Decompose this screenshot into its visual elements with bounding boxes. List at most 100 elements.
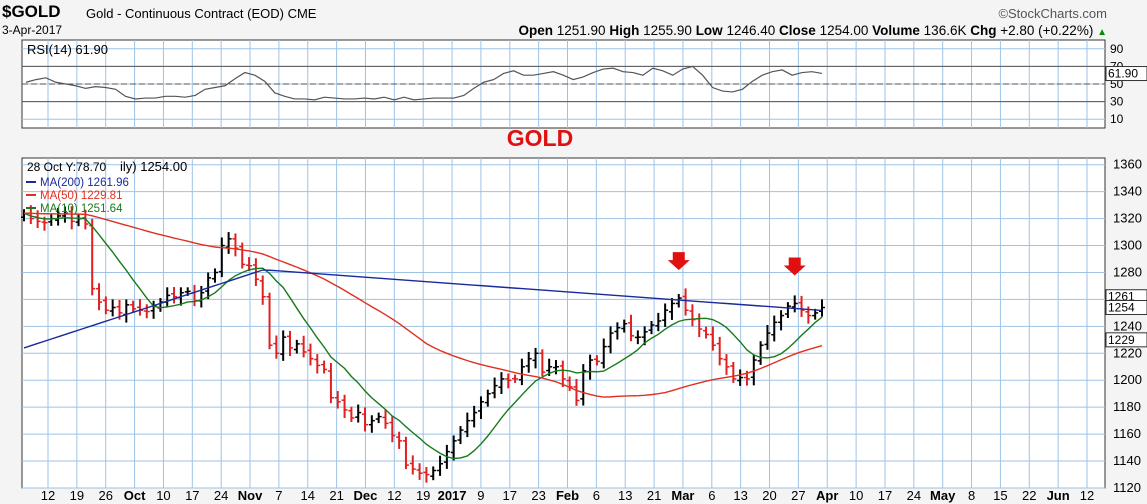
x-tick-label: Oct — [124, 488, 146, 503]
ohlc-bar — [457, 426, 464, 445]
price-tick-label: 1200 — [1113, 372, 1142, 387]
x-tick-label: Apr — [816, 488, 838, 503]
ohlc-bar — [778, 310, 785, 331]
x-tick-label: Feb — [556, 488, 579, 503]
x-tick-label: 7 — [275, 488, 282, 503]
ohlc-bar — [668, 298, 675, 320]
x-tick-label: 19 — [70, 488, 84, 503]
ohlc-bar — [580, 364, 587, 406]
ohlc-bar — [573, 378, 580, 406]
ohlc-bar — [484, 389, 491, 407]
x-tick-label: 8 — [968, 488, 975, 503]
ohlc-bar — [218, 237, 225, 278]
price-tick-label: 1240 — [1113, 318, 1142, 333]
ohlc-bar — [96, 283, 103, 311]
price-tag-label: 1229 — [1108, 333, 1135, 347]
legend-entry: MA(50) 1229.81 — [40, 190, 122, 202]
tooltip-label: 28 Oct Y:78.70 — [27, 160, 106, 174]
ohlc-bar — [143, 304, 150, 319]
chart-description: Gold - Continuous Contract (EOD) CME — [86, 6, 316, 21]
price-legend-current: ily) 1254.00 — [120, 159, 187, 174]
price-tag-label: 1254 — [1108, 301, 1135, 315]
price-tick-label: 1160 — [1113, 426, 1141, 441]
ohlc-bar — [648, 320, 655, 335]
ohlc-bar — [287, 330, 293, 356]
ohlc-bar — [109, 299, 116, 317]
ma200-line — [23, 269, 823, 349]
x-tick-label: 21 — [329, 488, 343, 503]
price-panel — [21, 157, 1106, 489]
ohlc-bar — [682, 288, 689, 316]
x-tick-label: 21 — [647, 488, 661, 503]
ohlc-bar — [750, 354, 757, 386]
x-tick-label: 15 — [993, 488, 1007, 503]
price-tick-label: 1220 — [1113, 345, 1142, 360]
chg-value: +2.80 (+0.22%) — [1000, 23, 1094, 38]
ohlc-bar — [416, 463, 423, 480]
rsi-line — [25, 65, 823, 101]
rsi-tick-label: 10 — [1110, 112, 1124, 126]
legend-entry: MA(200) 1261.96 — [40, 177, 129, 189]
x-tick-label: 14 — [301, 488, 315, 503]
ohlc-bar — [621, 319, 628, 333]
x-tick-label: 12 — [1080, 488, 1094, 503]
ohlc-bar — [464, 412, 471, 438]
close-label: Close — [779, 23, 816, 38]
open-value: 1251.90 — [556, 23, 606, 38]
ohlc-bar — [130, 300, 137, 313]
x-tick-label: 13 — [733, 488, 747, 503]
ohlc-bar — [293, 339, 300, 354]
chart-symbol: $GOLD — [2, 2, 61, 21]
volume-value: 136.6K — [923, 23, 967, 38]
x-tick-label: 23 — [531, 488, 545, 503]
x-tick-label: 26 — [98, 488, 112, 503]
gold-annotation: GOLD — [507, 125, 573, 151]
ohlc-bar — [477, 396, 484, 420]
rsi-tick-label: 30 — [1110, 95, 1124, 109]
price-tick-label: 1300 — [1113, 238, 1142, 253]
ohlc-bar — [512, 374, 519, 383]
ohlc-bar — [539, 349, 546, 377]
x-tick-label: Nov — [238, 488, 263, 503]
price-tag — [1105, 332, 1147, 348]
ohlc-bar — [798, 295, 805, 317]
ma50-line — [23, 212, 823, 398]
x-tick-label: Mar — [671, 488, 694, 503]
ohlc-bar — [348, 406, 355, 422]
ohlc-bar — [355, 404, 362, 423]
ohlc-bar — [634, 330, 641, 345]
ohlc-bar — [55, 207, 62, 226]
ohlc-bar — [259, 275, 266, 305]
x-tick-label: 20 — [762, 488, 776, 503]
ohlc-bar — [314, 354, 321, 374]
price-tick-label: 1180 — [1113, 399, 1141, 414]
ohlc-bar — [784, 302, 791, 319]
rsi-current-tag — [1105, 66, 1147, 82]
ohlc-bar — [525, 351, 532, 373]
ohlc-bar — [819, 299, 825, 317]
x-tick-label: 27 — [791, 488, 805, 503]
ohlc-bar — [273, 335, 280, 359]
ohlc-bar — [709, 326, 716, 351]
ohlc-bar — [614, 322, 621, 340]
ohlc-bar — [593, 355, 600, 366]
rsi-legend: RSI(14) 61.90 — [27, 42, 108, 57]
ohlc-bar — [723, 354, 730, 375]
down-arrow-icon — [783, 257, 806, 276]
x-tick-label: 24 — [214, 488, 228, 503]
x-tick-label: 10 — [156, 488, 170, 503]
ohlc-bar — [362, 407, 369, 432]
ohlc-bar — [764, 325, 771, 350]
x-tick-label: 13 — [618, 488, 632, 503]
ohlc-bar — [205, 272, 212, 300]
ohlc-bar — [716, 336, 723, 366]
x-tick-label: 10 — [849, 488, 863, 503]
price-tick-label: 1120 — [1113, 480, 1141, 495]
ohlc-bar — [600, 338, 607, 369]
price-tick-label: 1340 — [1113, 184, 1142, 199]
ohlc-bar — [675, 294, 682, 308]
ohlc-bar — [321, 360, 328, 374]
ohlc-bar — [505, 373, 512, 389]
x-tick-label: 17 — [503, 488, 517, 503]
